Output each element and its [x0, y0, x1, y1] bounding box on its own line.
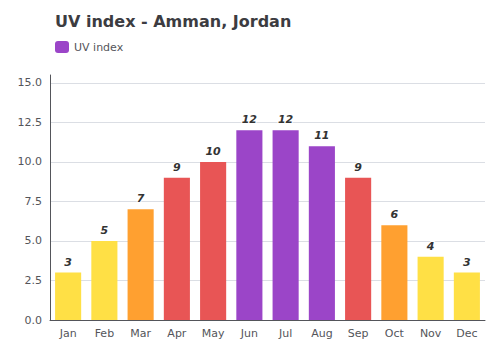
- svg-text:Apr: Apr: [167, 327, 187, 340]
- svg-text:Jul: Jul: [278, 327, 292, 340]
- svg-text:Feb: Feb: [95, 327, 114, 340]
- svg-text:4: 4: [426, 240, 435, 253]
- svg-text:0.0: 0.0: [25, 314, 43, 327]
- svg-text:UV index - Amman, Jordan: UV index - Amman, Jordan: [55, 12, 291, 31]
- svg-text:Jun: Jun: [240, 327, 258, 340]
- svg-text:Aug: Aug: [311, 327, 332, 340]
- svg-text:7.5: 7.5: [25, 195, 43, 208]
- svg-text:10: 10: [205, 145, 221, 158]
- svg-text:9: 9: [173, 161, 181, 174]
- svg-text:3: 3: [463, 256, 471, 269]
- svg-text:Jan: Jan: [59, 327, 77, 340]
- svg-text:12: 12: [242, 113, 258, 126]
- svg-text:15.0: 15.0: [18, 76, 43, 89]
- svg-text:3: 3: [64, 256, 72, 269]
- svg-text:May: May: [202, 327, 225, 340]
- svg-text:9: 9: [354, 161, 362, 174]
- svg-text:Oct: Oct: [385, 327, 405, 340]
- svg-text:12: 12: [278, 113, 294, 126]
- svg-text:10.0: 10.0: [18, 155, 43, 168]
- svg-text:Mar: Mar: [130, 327, 151, 340]
- svg-text:6: 6: [391, 208, 399, 221]
- svg-text:5: 5: [101, 224, 109, 237]
- svg-text:5.0: 5.0: [25, 234, 43, 247]
- svg-text:2.5: 2.5: [25, 274, 43, 287]
- svg-text:Sep: Sep: [348, 327, 369, 340]
- svg-text:UV index: UV index: [74, 41, 124, 54]
- svg-text:Nov: Nov: [420, 327, 442, 340]
- svg-text:12.5: 12.5: [18, 116, 43, 129]
- svg-text:11: 11: [314, 129, 329, 142]
- svg-text:7: 7: [137, 192, 145, 205]
- svg-text:Dec: Dec: [456, 327, 477, 340]
